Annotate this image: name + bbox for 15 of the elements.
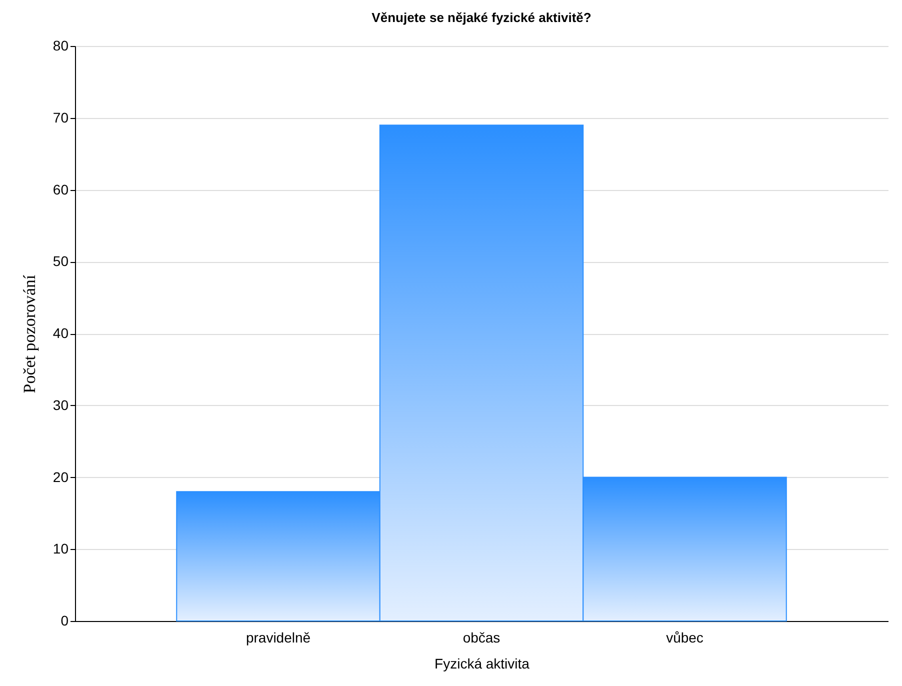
chart-title: Věnujete se nějaké fyzické aktivitě?	[372, 10, 592, 25]
y-tick-label: 0	[60, 612, 69, 628]
y-tick-label: 50	[52, 253, 69, 270]
y-tick-label: 10	[52, 540, 69, 557]
y-tick-label: 20	[52, 468, 69, 485]
y-tick-label: 60	[52, 181, 69, 198]
y-tick-label: 80	[52, 38, 69, 54]
x-tick-label: vůbec	[666, 630, 704, 646]
x-tick-label: pravidelně	[246, 630, 311, 646]
x-axis-title: Fyzická aktivita	[434, 656, 530, 672]
y-tick-label: 70	[52, 109, 69, 126]
y-tick-label: 40	[52, 325, 69, 341]
y-axis-title: Počet pozorování	[20, 274, 39, 394]
y-tick-label: 30	[52, 396, 69, 413]
x-tick-label: občas	[462, 630, 500, 646]
